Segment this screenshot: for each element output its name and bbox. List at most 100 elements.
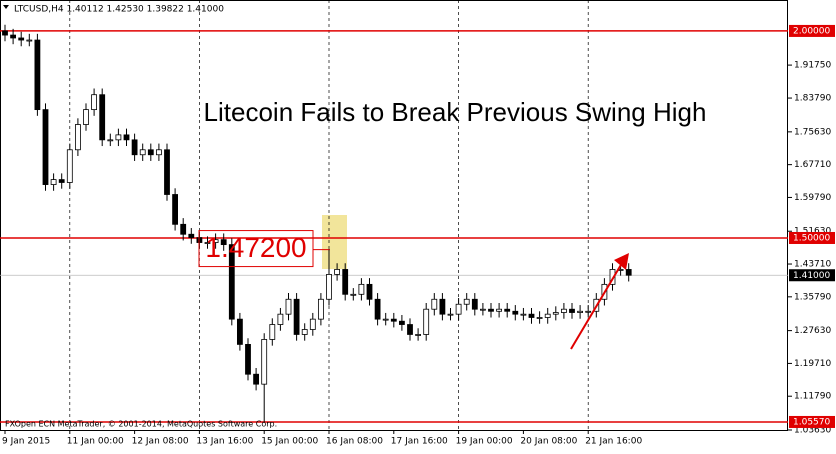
candle-body	[10, 34, 17, 39]
candle-body	[204, 242, 211, 244]
x-tick-label: 13 Jan 16:00	[196, 437, 253, 447]
candle-body	[99, 94, 106, 141]
candle-body	[317, 298, 324, 320]
y-tick-label: 1.03630	[794, 426, 831, 436]
candle-body	[180, 223, 187, 235]
x-tick-label: 19 Jan 00:00	[456, 437, 513, 447]
candle-body	[407, 324, 413, 335]
candle-body	[512, 310, 519, 315]
candle-body	[188, 233, 195, 238]
y-tick-label: 1.83790	[794, 94, 831, 104]
candle-body	[253, 373, 260, 385]
candle-body	[504, 308, 511, 312]
candle-body	[423, 308, 430, 335]
price-box	[789, 269, 835, 282]
level-box	[789, 415, 835, 428]
candle-body	[431, 298, 438, 310]
plot-frame	[0, 0, 788, 431]
candle-body	[463, 298, 470, 305]
level-box	[789, 231, 835, 244]
annotation: Litecoin Fails to Break Previous Swing H…	[204, 97, 707, 127]
candle-body	[58, 179, 65, 183]
candle-body	[479, 308, 486, 311]
price-annotation-box	[198, 230, 314, 268]
candle-body	[26, 39, 33, 42]
candle-body	[220, 239, 227, 246]
candle-body	[374, 298, 381, 320]
candle-body	[455, 303, 462, 315]
candle-body	[83, 109, 89, 125]
level-label: 1.05570	[793, 417, 830, 427]
candle-body	[212, 239, 219, 243]
y-tick-label: 1.11790	[794, 392, 831, 402]
candle-body	[447, 313, 454, 316]
y-tick-label: 1.19710	[794, 359, 831, 369]
highlight-zone	[322, 215, 347, 269]
candle-body	[139, 149, 146, 156]
candle-body	[91, 94, 97, 111]
candle-body	[155, 149, 162, 156]
y-tick-label: 1.43710	[794, 260, 831, 270]
candle-body	[75, 124, 81, 151]
candle-body	[496, 308, 503, 312]
candle-body	[609, 269, 616, 285]
candle-body	[561, 308, 567, 313]
candle-body	[147, 149, 154, 156]
candle-body	[625, 269, 632, 276]
candle-body	[261, 339, 268, 385]
candle-body	[228, 244, 235, 320]
candle-body	[309, 318, 316, 330]
candle-body	[536, 317, 543, 319]
candle-body	[366, 283, 373, 300]
candle-body	[115, 134, 122, 141]
level-label: 2.00000	[793, 26, 830, 36]
candle-body	[552, 312, 559, 315]
x-tick-label: 16 Jan 08:00	[326, 437, 383, 447]
candle-body	[301, 329, 308, 335]
candle-body	[42, 109, 49, 185]
level-box	[789, 24, 835, 37]
candle-body	[439, 298, 446, 315]
candle-body	[285, 298, 292, 315]
y-tick-label: 1.91750	[794, 61, 831, 71]
candle-body	[569, 308, 575, 313]
candle-body	[577, 310, 583, 313]
y-tick-label: 1.75630	[794, 127, 831, 137]
x-tick-label: 11 Jan 00:00	[67, 437, 124, 447]
candle-body	[585, 310, 592, 313]
candle-body	[172, 194, 179, 225]
x-tick-label: 21 Jan 16:00	[585, 437, 642, 447]
y-tick-label: 1.51630	[794, 227, 831, 237]
x-tick-label: 20 Jan 08:00	[520, 437, 577, 447]
candle-body	[398, 320, 405, 325]
candle-body	[334, 269, 341, 275]
price-annotation-label: 1.47200	[205, 232, 306, 263]
y-tick-label: 1.27630	[794, 326, 831, 336]
candle-body	[342, 269, 349, 295]
candle-body	[520, 313, 527, 316]
candle-body	[123, 134, 130, 141]
candle-body	[528, 313, 535, 318]
footer: FXOpen ECN MetaTrader, © 2001-2014, Meta…	[5, 420, 277, 429]
candle-body	[66, 149, 73, 183]
candle-body	[326, 274, 332, 300]
price-label: 1.41000	[793, 271, 830, 281]
candle-body	[131, 139, 138, 156]
candle-body	[2, 30, 8, 36]
candle-body	[471, 298, 478, 310]
candle-body	[293, 298, 300, 335]
x-tick-label: 15 Jan 00:00	[261, 437, 318, 447]
candle-body	[236, 318, 243, 345]
candle-body	[34, 39, 41, 111]
candle-body	[277, 313, 284, 325]
candle-body	[18, 37, 25, 41]
arrow	[570, 257, 626, 350]
y-tick-label: 1.59790	[794, 193, 831, 203]
candle-body	[544, 313, 551, 318]
candle-body	[390, 318, 397, 322]
x-tick-label: 9 Jan 2015	[2, 437, 50, 447]
candle-body	[50, 179, 57, 185]
candle-body	[245, 344, 251, 375]
candle-body	[415, 334, 422, 336]
